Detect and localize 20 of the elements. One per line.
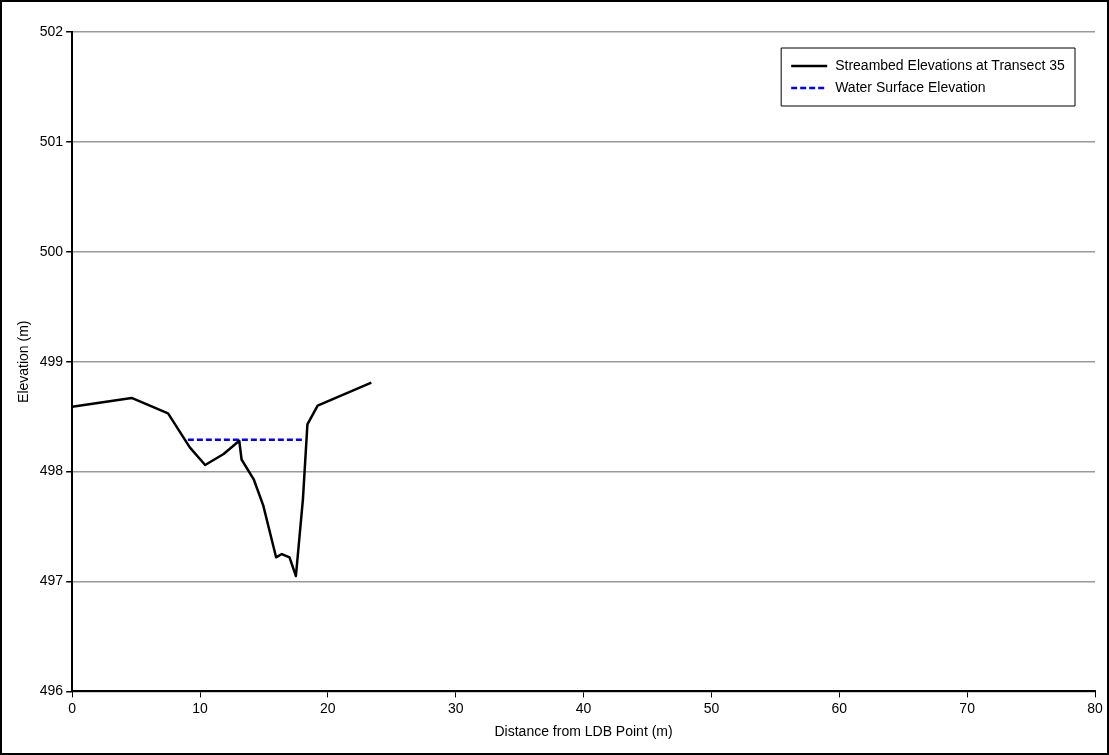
y-tick-label: 500 bbox=[39, 242, 64, 259]
x-tick-label: 80 bbox=[1087, 699, 1103, 716]
x-axis-title: Distance from LDB Point (m) bbox=[494, 723, 673, 740]
y-tick-label: 497 bbox=[39, 572, 64, 589]
y-tick-label: 498 bbox=[39, 462, 64, 479]
x-tick-label: 20 bbox=[320, 699, 336, 716]
legend-label: Streambed Elevations at Transect 35 bbox=[835, 56, 1065, 73]
legend-label: Water Surface Elevation bbox=[835, 78, 986, 95]
x-tick-label: 0 bbox=[68, 699, 77, 716]
x-tick-label: 30 bbox=[447, 699, 464, 716]
y-tick-label: 502 bbox=[39, 22, 64, 39]
y-tick-label: 499 bbox=[39, 352, 64, 369]
x-tick-label: 60 bbox=[831, 699, 848, 716]
y-tick-label: 501 bbox=[39, 132, 64, 149]
x-tick-label: 40 bbox=[575, 699, 592, 716]
x-tick-label: 50 bbox=[703, 699, 720, 716]
y-axis-title: Elevation (m) bbox=[15, 320, 32, 403]
x-tick-label: 70 bbox=[959, 699, 976, 716]
x-tick-label: 10 bbox=[192, 699, 209, 716]
y-tick-label: 496 bbox=[39, 682, 64, 699]
